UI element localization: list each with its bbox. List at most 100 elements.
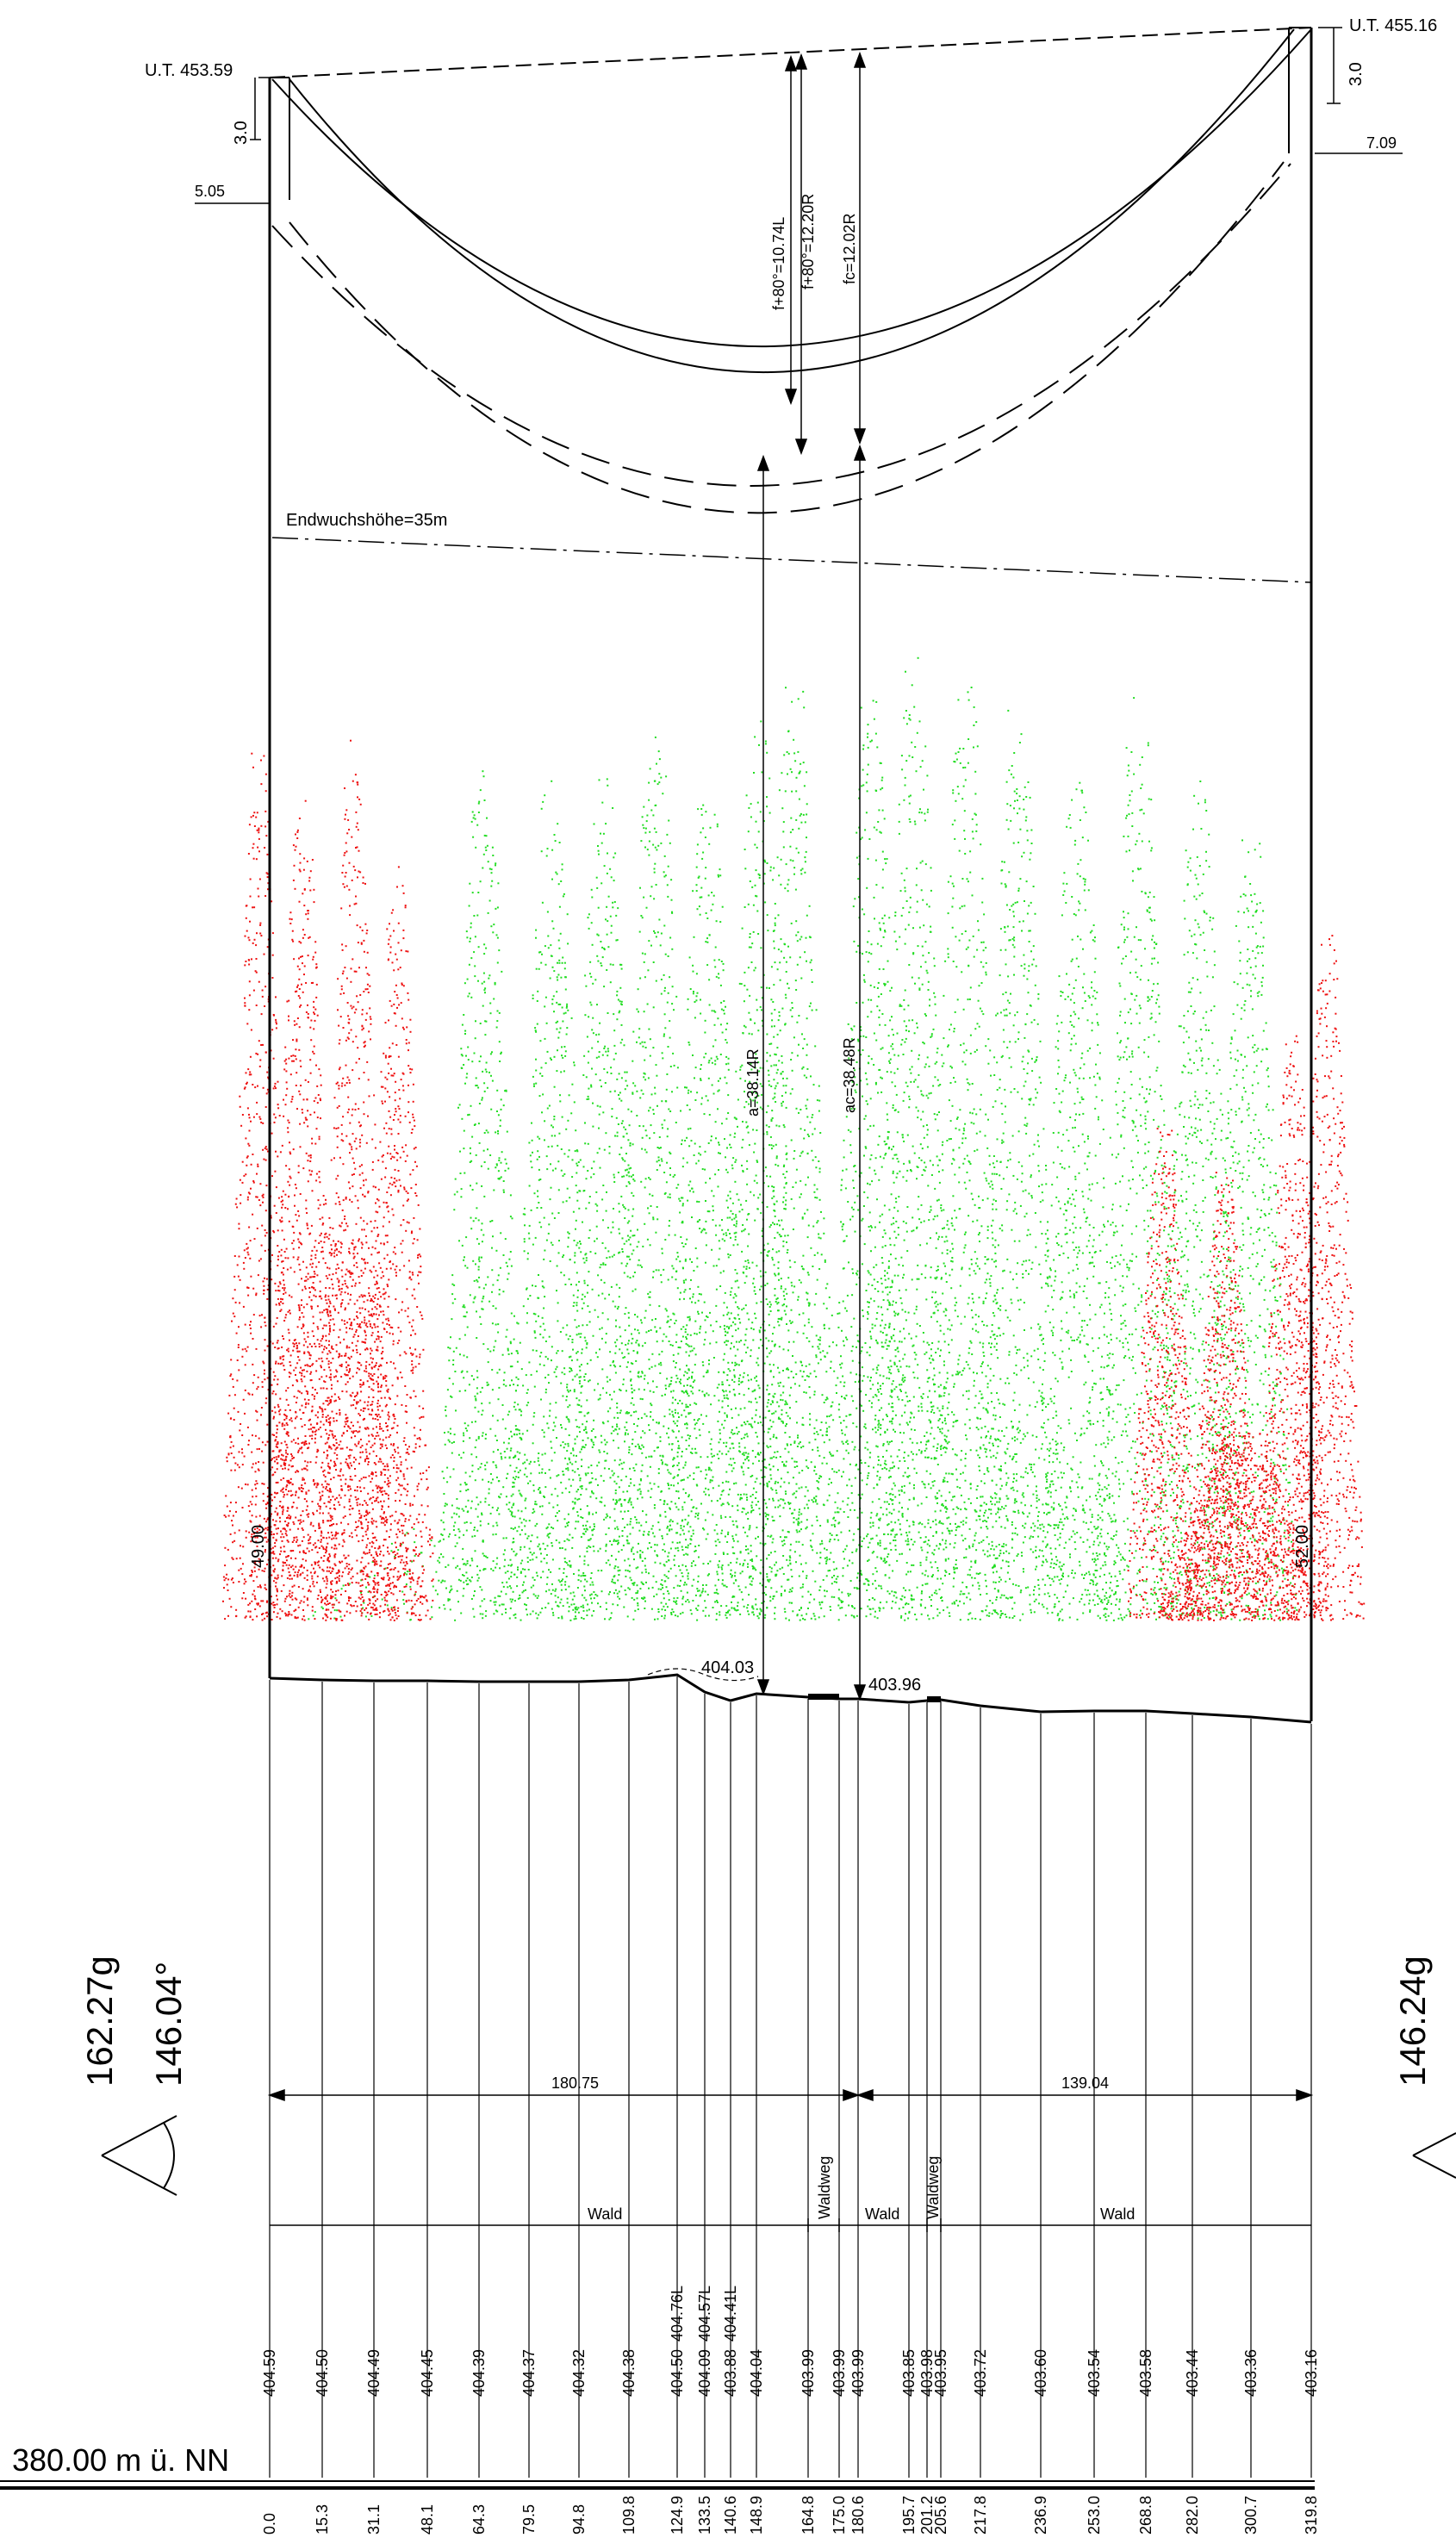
station-distance: 319.8 [1303, 2496, 1320, 2535]
station-elevation-alt: 404.57L [696, 2286, 713, 2342]
right-top-label: U.T. 455.16 [1349, 16, 1437, 35]
station-elevation: 403.99 [849, 2349, 867, 2397]
station-distance: 217.8 [972, 2496, 989, 2535]
growth-height-label: Endwuchshöhe=35m [286, 511, 447, 530]
station-distance: 300.7 [1242, 2496, 1260, 2535]
vegetation-point-cloud-conflict [222, 739, 1366, 1621]
station-distance: 180.6 [849, 2496, 867, 2535]
station-distance: 64.3 [470, 2504, 488, 2535]
tree-height-right: 52.00 [1293, 1525, 1312, 1568]
right-offset-label: 3.0 [1347, 62, 1366, 86]
ground-point-right: 403.96 [868, 1676, 921, 1695]
sag-center-label: fc=12.02R [841, 213, 858, 284]
ground-profile [269, 1673, 1312, 1724]
land-use-waldweg-1: Waldweg [816, 2156, 833, 2219]
station-distance: 164.8 [800, 2496, 817, 2535]
station-table: 404.59 0.0 404.50 15.3 404.49 31.1 404.45 48.1 4… [261, 2286, 1320, 2535]
station-distance: 0.0 [261, 2513, 278, 2535]
station-distance: 15.3 [314, 2504, 331, 2535]
station-elevation: 404.37 [520, 2349, 538, 2397]
station-elevation: 404.39 [470, 2349, 488, 2397]
station-elevation: 403.72 [972, 2349, 989, 2397]
station-elevation: 403.85 [900, 2349, 918, 2397]
land-use-wald-3: Wald [1100, 2205, 1135, 2223]
chord-line [269, 27, 1312, 78]
clearance-dimension-lines [756, 444, 867, 1701]
angle-symbol-left [101, 2115, 177, 2196]
station-distance: 94.8 [570, 2504, 588, 2535]
land-use-line [270, 2218, 1311, 2232]
station-elevation: 404.04 [748, 2349, 765, 2397]
station-elevation: 403.99 [800, 2349, 817, 2397]
left-offset-label: 3.0 [232, 121, 251, 145]
station-elevation-alt: 404.76L [669, 2286, 686, 2342]
station-elevation: 403.95 [932, 2349, 949, 2397]
station-distance: 148.9 [748, 2496, 765, 2535]
station-elevation: 404.32 [570, 2349, 588, 2397]
station-elevation: 404.38 [620, 2349, 638, 2397]
right-width-label: 7.09 [1366, 134, 1397, 152]
ground-profile-dashed [647, 1668, 759, 1682]
vegetation-point-cloud-clear [308, 656, 1298, 1621]
station-distance: 253.0 [1086, 2496, 1103, 2535]
clearance-center-label: ac=38.48R [841, 1037, 858, 1113]
right-angle: 146.24g [1392, 1956, 1433, 2087]
station-distance: 236.9 [1032, 2496, 1049, 2535]
conductor-upper [271, 28, 1312, 348]
station-distance: 175.0 [831, 2496, 848, 2535]
station-elevation-alt: 404.41L [722, 2286, 739, 2342]
station-distance: 79.5 [520, 2504, 538, 2535]
sag-left-label: f+80°=10.74L [770, 217, 787, 310]
land-use-wald-2: Wald [865, 2205, 899, 2223]
span-dimension-line [267, 2088, 1314, 2102]
mast-right [1288, 27, 1313, 1721]
station-distance: 201.2 [918, 2496, 936, 2535]
clearance-left-label: a=38.14R [744, 1048, 762, 1116]
station-distance: 109.8 [620, 2496, 638, 2535]
station-elevation: 404.09 [696, 2349, 713, 2397]
sag-right-label: f+80°=12.20R [800, 194, 817, 289]
station-elevation: 403.98 [918, 2349, 936, 2397]
road-block-2 [927, 1696, 941, 1702]
station-elevation: 403.36 [1242, 2349, 1260, 2397]
station-distance: 31.1 [365, 2504, 383, 2535]
road-block-1 [808, 1694, 839, 1700]
mast-right-annotations [1315, 27, 1403, 154]
left-angle-1: 162.27g [79, 1956, 120, 2087]
mast-left [268, 77, 290, 1678]
left-width-label: 5.05 [195, 183, 225, 200]
station-distance: 205.6 [932, 2496, 949, 2535]
land-use-wald-1: Wald [588, 2205, 622, 2223]
station-elevation: 403.44 [1184, 2349, 1201, 2397]
station-elevation: 403.99 [831, 2349, 848, 2397]
left-angle-2: 146.04° [148, 1962, 189, 2087]
station-elevation: 404.59 [261, 2349, 278, 2397]
tree-height-left: 49.00 [249, 1525, 268, 1568]
sag-dimension-lines [784, 51, 867, 456]
right-span-label: 139.04 [1061, 2074, 1109, 2092]
station-elevation: 404.49 [365, 2349, 383, 2397]
station-lines [269, 1676, 1312, 2478]
growth-height-line [271, 537, 1312, 583]
station-distance: 282.0 [1184, 2496, 1201, 2535]
land-use-waldweg-2: Waldweg [924, 2156, 942, 2219]
conductor-lower [289, 28, 1295, 373]
conductor-80deg-1 [271, 163, 1291, 487]
station-elevation: 404.50 [314, 2349, 331, 2397]
left-top-label: U.T. 453.59 [145, 61, 233, 80]
station-elevation: 403.88 [722, 2349, 739, 2397]
conductor-lines [269, 27, 1312, 514]
station-distance: 268.8 [1137, 2496, 1154, 2535]
left-span-label: 180.75 [551, 2074, 599, 2092]
station-elevation: 403.16 [1303, 2349, 1320, 2397]
station-distance: 195.7 [900, 2496, 918, 2535]
datum-label: 380.00 m ü. NN [12, 2442, 229, 2478]
datum-lines [0, 2480, 1315, 2490]
station-distance: 124.9 [669, 2496, 686, 2535]
station-elevation: 403.58 [1137, 2349, 1154, 2397]
station-distance: 48.1 [419, 2504, 436, 2535]
station-distance: 133.5 [696, 2496, 713, 2535]
angle-symbol-right [1412, 2132, 1456, 2179]
station-elevation: 403.60 [1032, 2349, 1049, 2397]
